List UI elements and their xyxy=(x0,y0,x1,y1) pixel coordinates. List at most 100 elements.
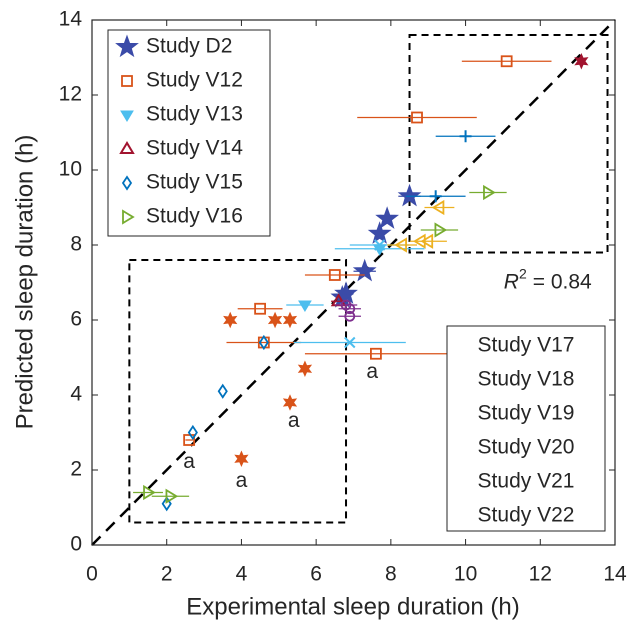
marker xyxy=(344,336,356,349)
marker xyxy=(500,55,513,68)
y-tick-label: 14 xyxy=(59,8,83,31)
annotation: a xyxy=(183,450,195,473)
legend-label: Study V20 xyxy=(478,436,575,459)
series xyxy=(405,130,496,203)
legend-label: Study V17 xyxy=(478,334,575,357)
legend-box xyxy=(107,29,271,237)
annotation: a xyxy=(288,409,300,432)
legend-marker xyxy=(120,110,134,122)
legend-entry: Study V13 xyxy=(120,103,243,126)
legend-marker xyxy=(122,209,135,225)
x-tick-label: 0 xyxy=(86,563,98,586)
legend-label: Study V19 xyxy=(478,402,575,425)
marker xyxy=(375,206,399,229)
marker xyxy=(429,190,442,203)
legend-entry: Study V16 xyxy=(122,205,243,228)
y-tick-label: 4 xyxy=(70,383,82,406)
x-tick-label: 10 xyxy=(454,563,477,586)
legend-label: Study V15 xyxy=(146,171,243,194)
y-tick-label: 6 xyxy=(70,308,82,331)
marker xyxy=(297,360,313,377)
series xyxy=(161,334,269,512)
r2-label: R2 = 0.84 xyxy=(504,265,592,293)
marker xyxy=(183,434,196,446)
legend-marker xyxy=(121,75,133,87)
legend-box xyxy=(446,325,606,532)
y-tick-label: 8 xyxy=(70,233,82,256)
series xyxy=(183,55,552,446)
marker xyxy=(574,53,589,70)
x-tick-label: 6 xyxy=(310,563,322,586)
marker xyxy=(282,311,298,329)
marker xyxy=(483,184,496,201)
marker xyxy=(234,450,249,467)
marker xyxy=(367,221,392,244)
marker xyxy=(143,484,156,501)
marker xyxy=(217,383,228,399)
marker xyxy=(165,488,179,504)
legend-entry: Study D2 xyxy=(115,34,232,58)
legend-label: Study V12 xyxy=(146,69,243,92)
marker xyxy=(352,258,377,282)
legend-entry: Study V14 xyxy=(119,137,243,160)
x-tick-label: 8 xyxy=(385,563,397,586)
marker xyxy=(394,237,407,253)
series xyxy=(387,199,455,253)
marker xyxy=(459,130,472,143)
series xyxy=(330,183,422,308)
series xyxy=(334,299,361,322)
x-tick-label: 14 xyxy=(603,563,627,586)
marker xyxy=(412,233,426,249)
legend-label: Study V21 xyxy=(478,470,575,493)
y-axis-label: Predicted sleep duration (h) xyxy=(11,135,38,430)
annotation: a xyxy=(236,469,248,492)
r2-symbol: R xyxy=(504,270,519,293)
legend-marker xyxy=(115,34,139,58)
x-tick-label: 4 xyxy=(236,563,248,586)
y-tick-label: 10 xyxy=(59,158,82,181)
legend-label: Study V14 xyxy=(146,137,243,160)
marker xyxy=(373,239,386,251)
r2-sup: 2 xyxy=(519,265,527,281)
series xyxy=(133,184,507,504)
legend-marker xyxy=(121,175,133,191)
marker xyxy=(223,311,238,329)
marker xyxy=(420,233,434,249)
x-axis-label: Experimental sleep duration (h) xyxy=(186,593,520,620)
marker xyxy=(411,111,423,124)
marker xyxy=(187,424,198,441)
marker xyxy=(254,302,267,315)
series xyxy=(286,244,425,312)
marker xyxy=(431,199,445,216)
y-tick-label: 0 xyxy=(70,533,82,556)
marker xyxy=(397,183,422,207)
x-tick-label: 12 xyxy=(529,563,552,586)
marker xyxy=(344,310,356,322)
legend-label: Study D2 xyxy=(146,35,232,58)
y-tick-label: 12 xyxy=(59,83,82,106)
marker xyxy=(267,311,283,329)
annotation: a xyxy=(366,360,378,383)
marker xyxy=(340,299,352,311)
marker xyxy=(282,394,298,411)
legend-marker xyxy=(119,141,135,154)
legend-label: Study V16 xyxy=(146,205,243,228)
y-tick-label: 2 xyxy=(70,458,82,481)
legend-label: Study V13 xyxy=(146,103,243,126)
identity-line xyxy=(91,19,616,546)
marker xyxy=(298,300,312,312)
x-tick-label: 2 xyxy=(161,563,173,586)
series xyxy=(223,311,313,467)
marker xyxy=(328,269,341,281)
marker xyxy=(161,496,172,512)
legend-label: Study V22 xyxy=(478,504,575,527)
marker xyxy=(258,334,269,351)
legend-label: Study V18 xyxy=(478,368,575,391)
region-box xyxy=(408,34,609,254)
legend-entry: Study V12 xyxy=(121,69,243,92)
marker xyxy=(434,222,448,238)
region-box xyxy=(128,259,348,524)
marker xyxy=(370,347,382,360)
legend-entry: Study V15 xyxy=(121,171,243,194)
